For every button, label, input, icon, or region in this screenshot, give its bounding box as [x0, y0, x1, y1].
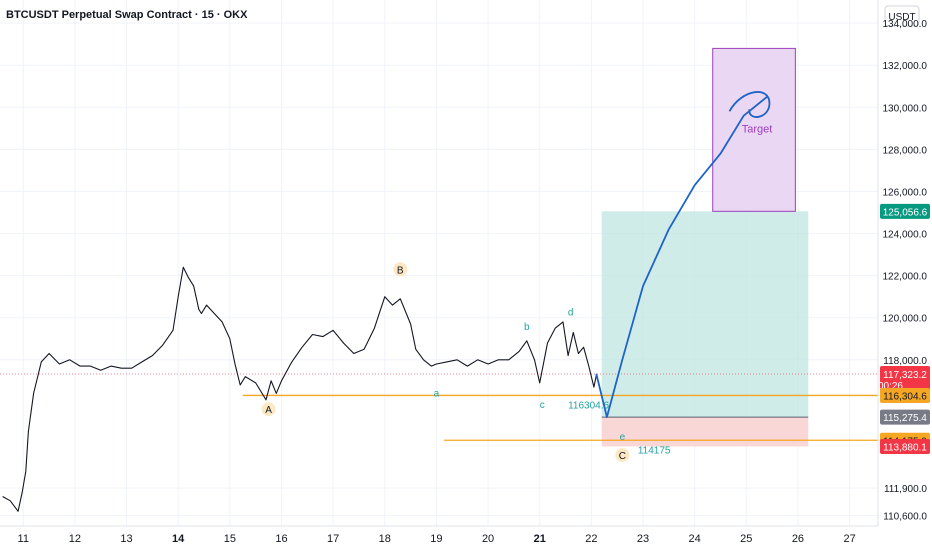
wave-labels: A B Ca b c d e [261, 262, 630, 463]
x-tick-label: 20 [482, 533, 494, 545]
x-tick-label: 21 [534, 533, 546, 545]
x-tick-label: 11 [18, 533, 29, 545]
level-label: 116304.6 [568, 400, 609, 411]
price-tag-bg [880, 409, 930, 425]
level-lines: 116304.6 114175 [242, 394, 878, 456]
x-tick-label: 12 [69, 533, 81, 545]
price-tag-label: 116,304.6 [883, 391, 927, 402]
y-tick-label: 132,000.0 [883, 61, 928, 72]
x-tick-label: 22 [585, 533, 597, 545]
price-tag-label: 113,880.1 [883, 442, 927, 453]
projection-loop [728, 91, 771, 118]
price-series [2, 266, 598, 512]
x-tick-label: 17 [327, 533, 339, 545]
x-tick-label: 26 [792, 533, 804, 545]
wave-label-A: A [265, 405, 272, 416]
price-tag-bg [880, 366, 930, 393]
x-tick-label: 19 [430, 533, 442, 545]
y-tick-label: 122,000.0 [883, 272, 928, 283]
x-tick-label: 24 [689, 533, 701, 545]
wave-label-bg [261, 402, 276, 417]
x-tick-label: 15 [224, 533, 236, 545]
y-tick-label: 134,000.0 [883, 19, 928, 30]
price-line [2, 266, 598, 512]
price-tag-bg [880, 438, 930, 454]
y-tick-label: 111,900.0 [884, 484, 927, 495]
target-box [712, 47, 796, 212]
stop-zone [601, 417, 809, 447]
x-tick-label: 18 [379, 533, 391, 545]
projection-path [595, 91, 771, 418]
wave-label-e: e [620, 432, 626, 443]
x-tick-label: 14 [172, 533, 185, 545]
wave-label-C: C [619, 451, 626, 462]
x-tick-label: 13 [120, 533, 132, 545]
wave-label-b: b [524, 322, 530, 333]
profit-zone [601, 211, 809, 418]
wave-label-bg [393, 262, 408, 277]
position-zones: Target [0, 47, 878, 447]
wave-label-a: a [434, 388, 440, 399]
currency-label: USDT [888, 12, 915, 23]
x-tick-label: 25 [740, 533, 752, 545]
x-axis: 11 12 13 14 15 16 17 18 19 20 21 22 23 24 25 26 27 [0, 525, 878, 545]
wave-label-d: d [568, 307, 574, 318]
price-tag-countdown: 00:26 [878, 381, 903, 392]
wave-label-c: c [540, 400, 545, 411]
price-tag-label: 115,275.4 [883, 413, 927, 424]
y-tick-label: 130,000.0 [883, 103, 928, 114]
y-tick-label: 126,000.0 [883, 187, 928, 198]
y-tick-label: 128,000.0 [883, 145, 928, 156]
chart-title: BTCUSDT Perpetual Swap Contract · 15 · O… [6, 9, 248, 21]
y-tick-label: 120,000.0 [883, 314, 928, 325]
wave-label-B: B [397, 265, 404, 276]
target-label: Target [742, 124, 773, 136]
y-tick-label: 118,000.0 [883, 356, 927, 367]
price-tag-bg [880, 203, 930, 219]
price-tag-label: 125,056.6 [883, 207, 928, 218]
level-label: 114175 [638, 445, 671, 456]
y-tick-label: 110,600.0 [883, 511, 927, 522]
x-tick-label: 23 [637, 533, 649, 545]
wave-label-bg [615, 448, 630, 463]
price-tag-bg [880, 387, 930, 403]
projection-line [595, 95, 768, 418]
y-tick-label: 124,000.0 [883, 230, 928, 241]
y-axis: 134,000.0 132,000.0 130,000.0 128,000.0 126,… [877, 0, 928, 526]
x-tick-label: 27 [843, 533, 855, 545]
price-tag-label: 117,323.2 [883, 370, 927, 381]
x-tick-label: 16 [275, 533, 287, 545]
currency-button[interactable]: USDT [884, 5, 920, 27]
